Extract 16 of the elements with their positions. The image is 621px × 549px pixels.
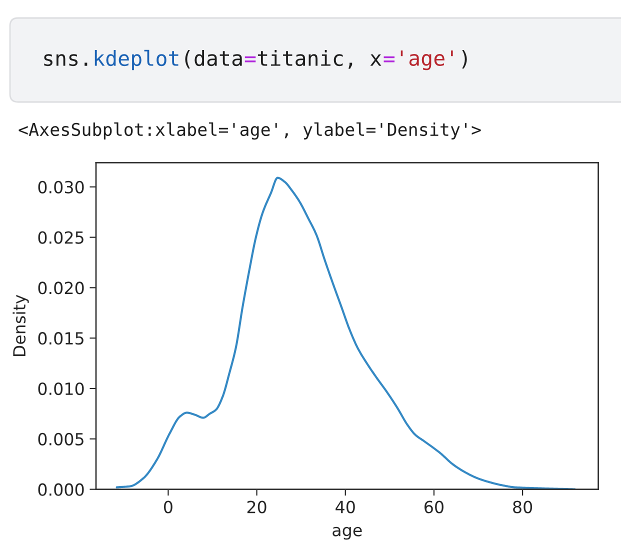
x-tick-label: 80 <box>513 500 532 514</box>
x-tick-label: 0 <box>164 500 172 514</box>
y-tick-label: 0.015 <box>38 332 84 345</box>
y-tick-label: 0.010 <box>38 382 84 396</box>
x-tick-label: 60 <box>424 500 444 514</box>
y-tick-label: 0.000 <box>38 483 84 496</box>
y-tick-label: 0.030 <box>38 180 84 194</box>
y-tick-label: 0.025 <box>38 231 84 244</box>
text: sns.kdeplot(data=titanic, x='age') <box>44 50 467 70</box>
y-axis-title: Density <box>12 294 29 356</box>
y-tick-label: 0.020 <box>38 282 84 294</box>
x-tick-label: 40 <box>336 500 355 514</box>
x-axis-title: age <box>332 526 362 540</box>
text: <AxesSubplot:xlabel='age', ylabel='Density'> <box>18 122 481 140</box>
x-tick-label: 20 <box>247 500 266 514</box>
y-tick-label: 0.005 <box>38 432 84 446</box>
